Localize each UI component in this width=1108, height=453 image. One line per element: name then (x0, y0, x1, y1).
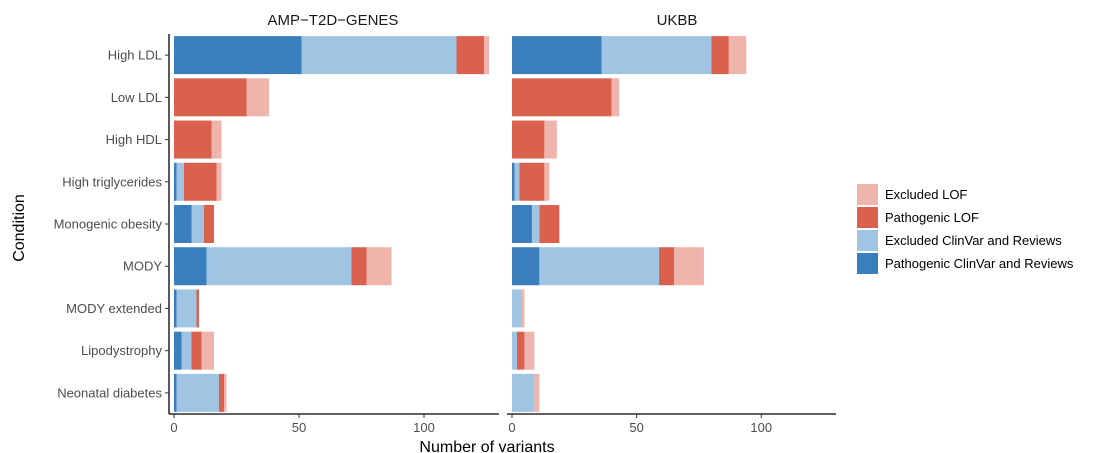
bar-ukbb-neonatal-diabetes-excluded-lof (534, 373, 540, 412)
y-tick-label-mody-extended: MODY extended (66, 301, 162, 316)
bar-ukbb-lipodystrophy-pathogenic-lof (516, 331, 525, 370)
bar-amp-t2d-genes-lipodystrophy-excluded-lof (201, 331, 214, 370)
y-tick-label-high-ldl: High LDL (108, 48, 162, 63)
y-tick-label-low-ldl: Low LDL (111, 90, 162, 105)
bar-amp-t2d-genes-high-hdl-excluded-lof (211, 120, 222, 159)
bar-ukbb-high-ldl-pathogenic-lof (711, 36, 729, 75)
panel-title-amp-t2d-genes: AMP−T2D−GENES (268, 12, 399, 29)
bar-amp-t2d-genes-neonatal-diabetes-excluded-lof (224, 373, 227, 412)
bar-amp-t2d-genes-high-ldl-excluded-lof (484, 36, 489, 75)
bar-amp-t2d-genes-neonatal-diabetes-excluded-clinvar-and-reviews (176, 373, 219, 412)
y-tick-label-high-triglycerides: High triglycerides (62, 174, 162, 189)
bar-amp-t2d-genes-neonatal-diabetes-pathogenic-lof (219, 373, 224, 412)
legend-label-excluded-lof: Excluded LOF (885, 187, 967, 202)
bar-amp-t2d-genes-low-ldl-pathogenic-lof (174, 78, 247, 117)
x-tick-label-ukbb-50: 50 (629, 420, 643, 435)
y-tick-label-neonatal-diabetes: Neonatal diabetes (57, 385, 162, 400)
legend-key-excluded-lof (857, 184, 878, 205)
bar-ukbb-monogenic-obesity-excluded-clinvar-and-reviews (531, 205, 540, 243)
bar-ukbb-monogenic-obesity-pathogenic-lof (539, 205, 560, 243)
panel-title-ukbb: UKBB (657, 12, 698, 29)
y-tick-label-mody: MODY (123, 259, 162, 274)
bar-amp-t2d-genes-high-hdl-pathogenic-lof (174, 120, 212, 159)
bar-ukbb-mody-pathogenic-lof (659, 247, 674, 286)
bar-ukbb-high-triglycerides-excluded-clinvar-and-reviews (514, 162, 520, 201)
bar-amp-t2d-genes-high-triglycerides-pathogenic-lof (184, 162, 217, 201)
bar-ukbb-lipodystrophy-excluded-lof (524, 331, 535, 370)
bar-amp-t2d-genes-high-ldl-pathogenic-lof (456, 36, 484, 75)
panel-amp-t2d-genes: AMP−T2D−GENES 0 50 100 (169, 12, 499, 435)
legend: Excluded LOF Pathogenic LOF Excluded ClinV… (857, 184, 1074, 274)
legend-key-pathogenic-lof (857, 207, 878, 228)
bar-ukbb-high-triglycerides-pathogenic-clinvar-and-reviews (511, 162, 515, 201)
y-tick-label-high-hdl: High HDL (106, 132, 162, 147)
bar-amp-t2d-genes-mody-pathogenic-lof (351, 247, 367, 286)
bar-amp-t2d-genes-low-ldl-excluded-lof (246, 78, 269, 117)
bar-amp-t2d-genes-mody-extended-excluded-clinvar-and-reviews (176, 289, 197, 328)
bar-ukbb-high-ldl-excluded-clinvar-and-reviews (601, 36, 712, 75)
x-tick-label-amp-t2d-genes-0: 0 (170, 420, 177, 435)
y-tick-label-monogenic-obesity: Monogenic obesity (54, 217, 163, 232)
bar-amp-t2d-genes-high-triglycerides-pathogenic-clinvar-and-reviews (174, 162, 177, 201)
bar-amp-t2d-genes-mody-pathogenic-clinvar-and-reviews (174, 247, 207, 286)
bar-amp-t2d-genes-high-triglycerides-excluded-lof (216, 162, 222, 201)
x-tick-label-amp-t2d-genes-100: 100 (413, 420, 435, 435)
legend-label-pathogenic-lof: Pathogenic LOF (885, 210, 979, 225)
bar-ukbb-high-hdl-pathogenic-lof (511, 120, 545, 159)
bar-amp-t2d-genes-lipodystrophy-pathogenic-clinvar-and-reviews (174, 331, 182, 370)
bar-ukbb-mody-pathogenic-clinvar-and-reviews (511, 247, 540, 286)
legend-label-excluded-clinvar-and-reviews: Excluded ClinVar and Reviews (885, 233, 1062, 248)
bar-amp-t2d-genes-monogenic-obesity-pathogenic-lof (204, 205, 214, 243)
bar-amp-t2d-genes-high-triglycerides-excluded-clinvar-and-reviews (176, 162, 184, 201)
bar-ukbb-high-hdl-excluded-lof (544, 120, 557, 159)
bar-ukbb-low-ldl-pathogenic-lof (511, 78, 612, 117)
y-tick-label-lipodystrophy: Lipodystrophy (81, 343, 162, 358)
x-tick-label-ukbb-100: 100 (750, 420, 772, 435)
bar-amp-t2d-genes-mody-extended-pathogenic-clinvar-and-reviews (174, 289, 177, 328)
x-tick-label-ukbb-0: 0 (508, 420, 515, 435)
bar-ukbb-high-triglycerides-excluded-lof (544, 162, 550, 201)
bar-ukbb-lipodystrophy-excluded-clinvar-and-reviews (511, 331, 517, 370)
panel-ukbb: UKBB 0 50 100 (507, 12, 836, 435)
bar-ukbb-mody-excluded-clinvar-and-reviews (539, 247, 660, 286)
bar-amp-t2d-genes-mody-extended-pathogenic-lof (196, 289, 199, 328)
bar-ukbb-mody-extended-excluded-lof (521, 289, 525, 328)
bar-ukbb-high-triglycerides-pathogenic-lof (519, 162, 545, 201)
bar-ukbb-low-ldl-excluded-lof (611, 78, 620, 117)
bar-amp-t2d-genes-monogenic-obesity-excluded-clinvar-and-reviews (191, 205, 204, 243)
legend-key-excluded-clinvar-and-reviews (857, 230, 878, 251)
bar-ukbb-mody-excluded-lof (673, 247, 704, 286)
bar-amp-t2d-genes-mody-excluded-lof (366, 247, 392, 286)
bar-ukbb-neonatal-diabetes-excluded-clinvar-and-reviews (511, 373, 535, 412)
bar-ukbb-high-ldl-excluded-lof (728, 36, 747, 75)
bar-ukbb-high-ldl-pathogenic-clinvar-and-reviews (511, 36, 602, 75)
bar-ukbb-mody-extended-excluded-clinvar-and-reviews (511, 289, 522, 328)
bar-amp-t2d-genes-lipodystrophy-excluded-clinvar-and-reviews (181, 331, 192, 370)
bar-amp-t2d-genes-neonatal-diabetes-pathogenic-clinvar-and-reviews (174, 373, 177, 412)
legend-key-pathogenic-clinvar-and-reviews (857, 253, 878, 274)
bar-amp-t2d-genes-monogenic-obesity-pathogenic-clinvar-and-reviews (174, 205, 192, 243)
x-axis-title: Number of variants (419, 439, 554, 453)
x-tick-label-amp-t2d-genes-50: 50 (292, 420, 306, 435)
bar-amp-t2d-genes-mody-excluded-clinvar-and-reviews (206, 247, 352, 286)
y-axis-title: Condition (11, 194, 28, 262)
bar-amp-t2d-genes-high-ldl-pathogenic-clinvar-and-reviews (174, 36, 302, 75)
bar-ukbb-monogenic-obesity-pathogenic-clinvar-and-reviews (511, 205, 532, 243)
legend-label-pathogenic-clinvar-and-reviews: Pathogenic ClinVar and Reviews (885, 256, 1074, 271)
bar-amp-t2d-genes-lipodystrophy-pathogenic-lof (191, 331, 202, 370)
y-axis: High LDL Low LDL High HDL High triglyceride… (54, 34, 170, 414)
bar-amp-t2d-genes-high-ldl-excluded-clinvar-and-reviews (301, 36, 457, 75)
